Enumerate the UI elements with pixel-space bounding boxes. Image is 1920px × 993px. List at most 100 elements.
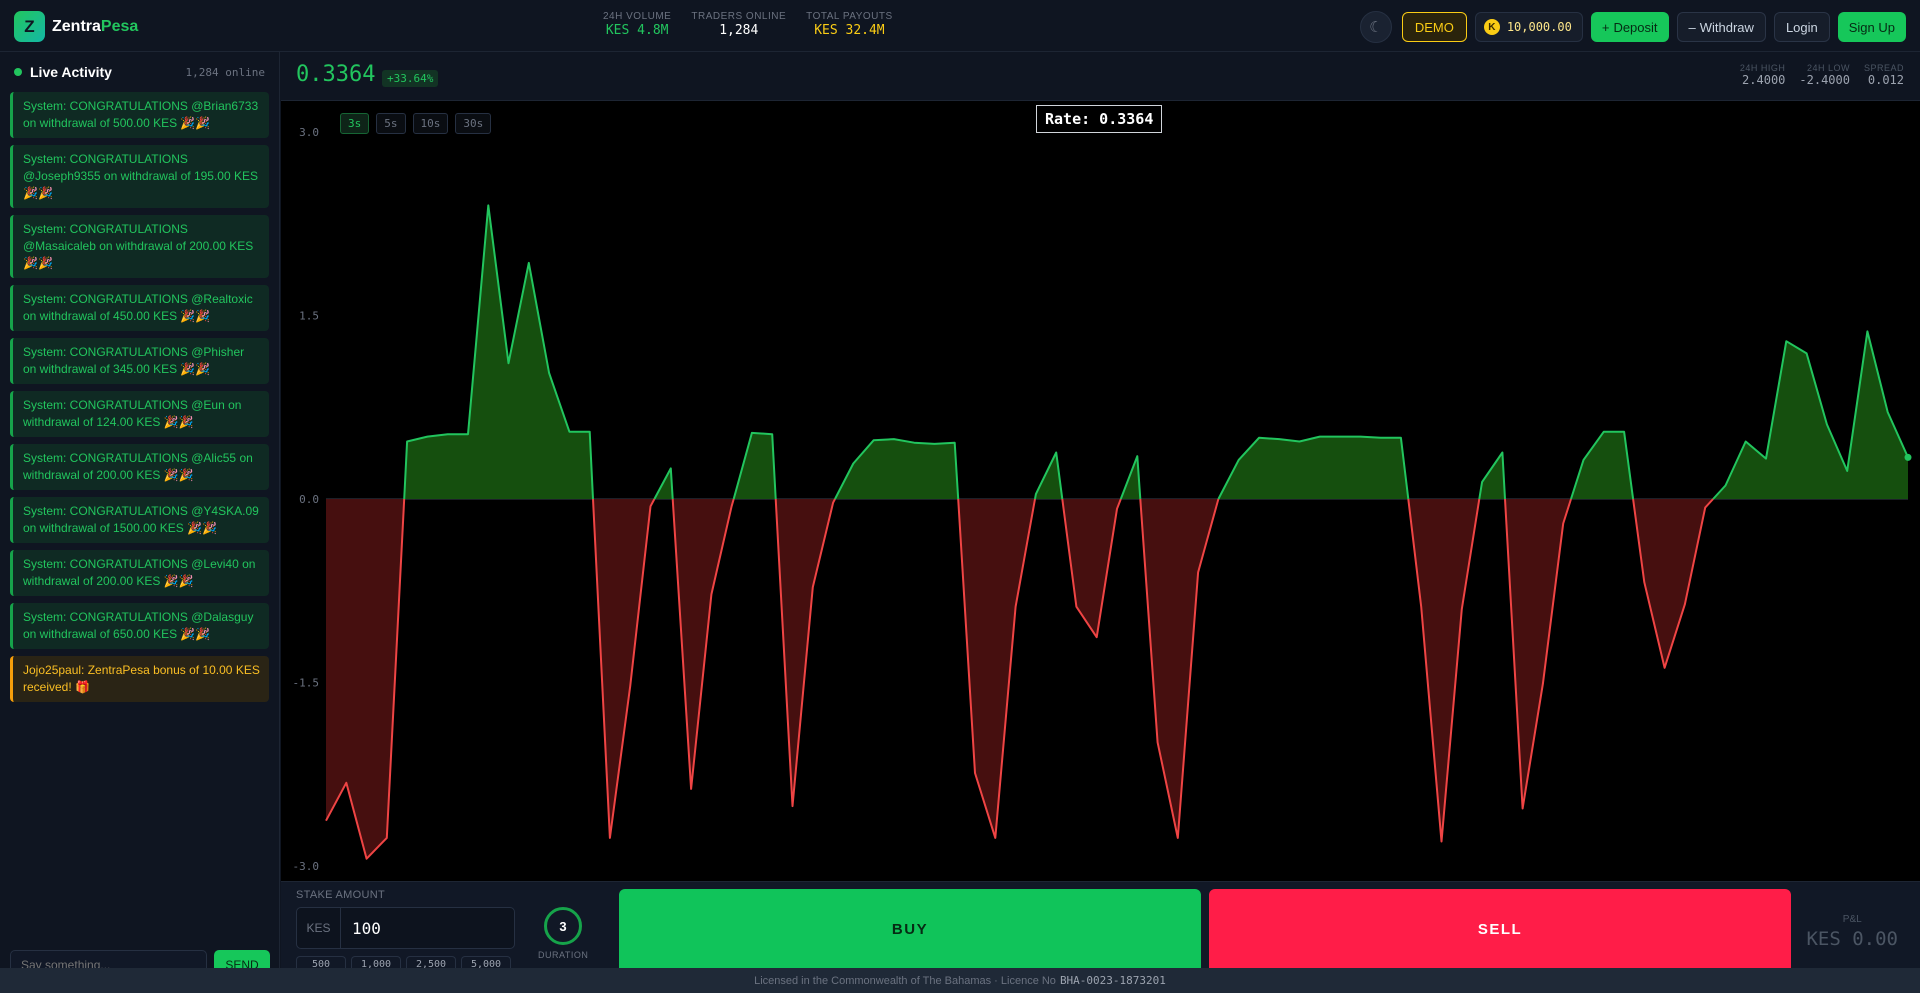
pnl-label: P&L (1842, 914, 1862, 925)
data-point (1886, 411, 1889, 414)
y-tick-label: 1.5 (299, 310, 319, 323)
brand[interactable]: Z ZentraPesa (14, 11, 138, 42)
data-point (1765, 457, 1768, 460)
stat-label: 24H VOLUME (603, 11, 672, 22)
negative-area (1062, 499, 1121, 638)
data-point (568, 430, 571, 433)
data-point (1217, 498, 1220, 501)
withdraw-button[interactable]: – Withdraw (1676, 12, 1766, 42)
data-point (325, 819, 328, 822)
positive-line (1034, 451, 1064, 500)
stake-chip[interactable]: 1,000 (351, 956, 401, 972)
positive-area (1713, 331, 1908, 499)
stat-spread: SPREAD 0.012 (1864, 63, 1904, 87)
duration-selector[interactable]: 3 DURATION (538, 907, 588, 960)
live-activity-header: Live Activity 1,284 online (0, 52, 279, 92)
data-point (832, 501, 835, 504)
brand-name-part1: Zentra (52, 17, 101, 35)
plus-icon: + (1601, 19, 1610, 35)
data-point (548, 372, 551, 375)
data-point (1278, 438, 1281, 441)
negative-area (1140, 499, 1219, 838)
sell-button[interactable]: SELL (1209, 889, 1791, 969)
pnl-display: P&L KES 0.00 (1806, 914, 1898, 950)
license-footer: Licensed in the Commonwealth of The Baha… (0, 968, 1920, 993)
activity-message: System: CONGRATULATIONS @Alic55 on withd… (10, 444, 269, 490)
positive-area (1035, 452, 1063, 499)
data-point (426, 435, 429, 438)
data-point (1623, 430, 1626, 433)
timeframe-button-3s[interactable]: 3s (340, 113, 370, 134)
activity-message: System: CONGRATULATIONS @Levi40 on withd… (10, 550, 269, 596)
negative-line (325, 498, 406, 860)
timeframe-button-5s[interactable]: 5s (376, 113, 406, 134)
positive-line (834, 438, 960, 500)
data-point (385, 836, 388, 839)
deposit-button[interactable]: + Deposit (1590, 12, 1669, 42)
signup-button[interactable]: Sign Up (1837, 12, 1906, 42)
activity-feed[interactable]: System: CONGRATULATIONS @Brian6733 on wi… (0, 92, 279, 702)
data-point (1339, 435, 1342, 438)
stake-chip[interactable]: 2,500 (406, 956, 456, 972)
stake-chips: 500 1,000 2,500 5,000 (296, 956, 511, 972)
stat-value: 2.4000 (1742, 73, 1786, 87)
data-point (913, 441, 916, 444)
balance-display[interactable]: K 10,000.00 (1474, 12, 1583, 42)
stat-value: KES 4.8M (605, 23, 669, 38)
negative-line (957, 498, 1036, 839)
data-point (1258, 436, 1261, 439)
data-point (1197, 571, 1200, 574)
data-point (1420, 605, 1423, 608)
price-chart[interactable]: 3.0 1.5 0.0 -1.5 -3.0 3s 5s 10s 30s Rate: 0.336… (281, 101, 1920, 881)
data-point (608, 836, 611, 839)
data-point (1704, 506, 1707, 509)
positive-area (733, 432, 776, 499)
positive-line (1478, 451, 1506, 500)
negative-line (1139, 498, 1220, 839)
data-point (487, 204, 490, 207)
stat-24h-low: 24H LOW -2.4000 (1799, 63, 1850, 87)
stake-chip[interactable]: 5,000 (461, 956, 511, 972)
login-button[interactable]: Login (1773, 12, 1830, 42)
data-point (710, 593, 713, 596)
stat-volume: 24H VOLUME KES 4.8M (603, 11, 671, 38)
data-point (1643, 581, 1646, 584)
timeframe-button-10s[interactable]: 10s (412, 113, 449, 134)
data-point (933, 442, 936, 445)
current-point-marker (1904, 453, 1912, 461)
data-point (1460, 608, 1463, 611)
theme-toggle-button[interactable]: ☾ (1359, 11, 1392, 43)
data-point (1014, 605, 1017, 608)
live-activity-sidebar: Live Activity 1,284 online System: CONGR… (0, 52, 280, 980)
balance-value: 10,000.00 (1506, 20, 1572, 34)
demo-mode-button[interactable]: DEMO (1401, 12, 1467, 42)
negative-area (326, 499, 405, 859)
timeframe-button-30s[interactable]: 30s (455, 113, 492, 134)
data-point (1521, 807, 1524, 810)
negative-area (672, 499, 734, 789)
live-indicator-icon (14, 68, 22, 76)
data-point (1359, 435, 1362, 438)
buy-button[interactable]: BUY (619, 889, 1201, 969)
currency-label: KES (297, 908, 341, 948)
data-point (811, 586, 814, 589)
stake-value[interactable]: 100 (352, 918, 381, 938)
positive-line (732, 431, 777, 500)
data-point (1318, 435, 1321, 438)
negative-line (671, 498, 735, 790)
positive-line (1712, 330, 1909, 500)
activity-message: System: CONGRATULATIONS @Joseph9355 on w… (10, 145, 269, 208)
stat-label: 24H LOW (1806, 63, 1850, 73)
positive-area (835, 439, 959, 499)
brand-name-part2: Pesa (100, 17, 139, 35)
data-point (974, 772, 977, 775)
duration-label: DURATION (538, 950, 589, 960)
y-tick-label: -1.5 (293, 677, 320, 690)
stake-chip[interactable]: 500 (296, 956, 346, 972)
data-point (1176, 836, 1179, 839)
stake-amount-input[interactable]: KES 100 (296, 907, 515, 949)
data-point (1156, 741, 1159, 744)
data-point (527, 261, 530, 264)
data-point (1825, 423, 1828, 426)
current-price: 0.3364 (296, 62, 376, 87)
